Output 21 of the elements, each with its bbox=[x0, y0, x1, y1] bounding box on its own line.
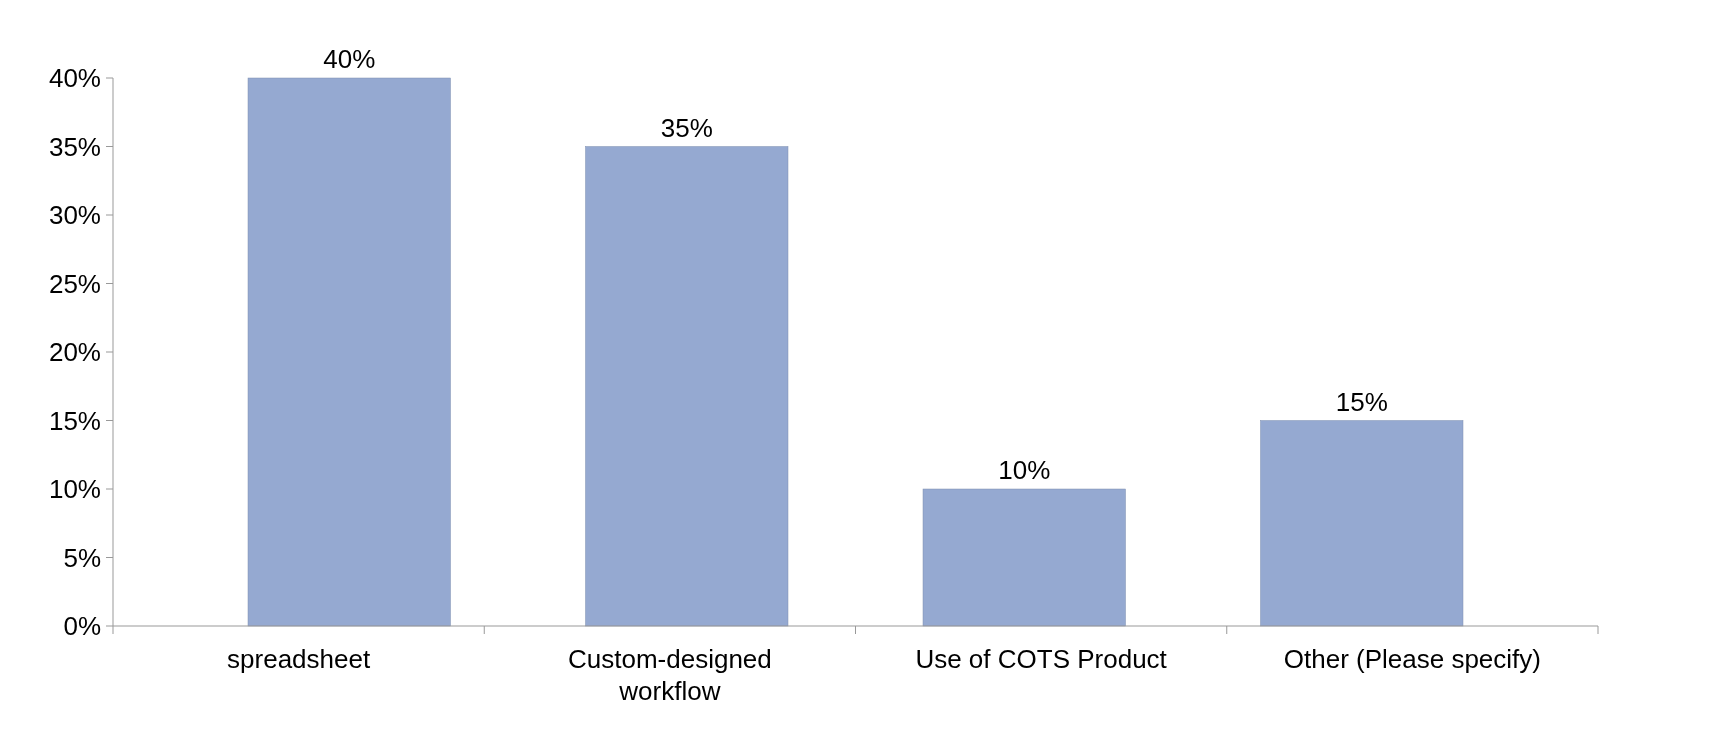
x-tick-label: Other (Please specify) bbox=[1283, 644, 1541, 674]
y-tick-label: 15% bbox=[48, 405, 101, 436]
data-label: 10% bbox=[998, 455, 1051, 485]
data-label: 15% bbox=[1335, 386, 1388, 417]
y-tick-label: 5% bbox=[63, 542, 101, 573]
data-label: 35% bbox=[660, 112, 713, 143]
x-tick-label: Custom-designed workflow bbox=[567, 644, 772, 706]
y-tick-label: 10% bbox=[48, 474, 101, 505]
x-tick-label: Use of COTS Product bbox=[915, 644, 1168, 674]
y-tick-label: 30% bbox=[48, 200, 101, 231]
bar bbox=[585, 146, 789, 627]
y-tick-label: 40% bbox=[48, 63, 101, 94]
data-label: 40% bbox=[323, 44, 376, 74]
y-tick-label: 0% bbox=[63, 611, 101, 642]
y-tick-label: 25% bbox=[48, 268, 101, 299]
y-tick-label: 20% bbox=[48, 337, 101, 368]
bar bbox=[922, 488, 1126, 627]
y-tick-label: 35% bbox=[48, 131, 101, 162]
x-tick-label: spreadsheet bbox=[227, 644, 371, 674]
bar bbox=[247, 77, 451, 627]
bar bbox=[1260, 420, 1464, 627]
